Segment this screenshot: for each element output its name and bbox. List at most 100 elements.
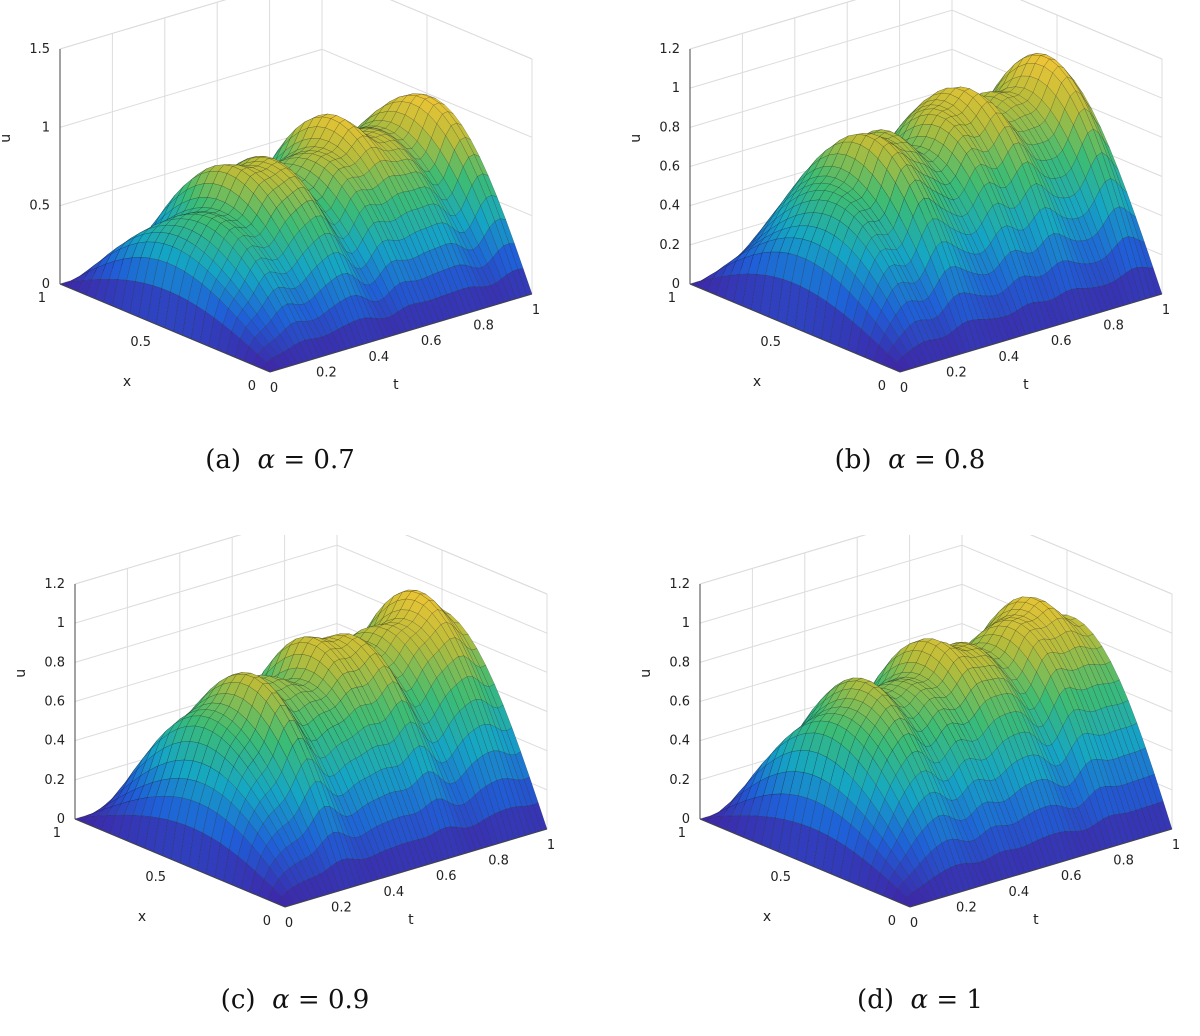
- surface-mesh: [699, 596, 1173, 908]
- caption-b: (b) α = 0.8: [780, 445, 1040, 475]
- surface-mesh: [74, 589, 548, 908]
- x-axis-label: x: [763, 909, 771, 925]
- u-axis-label: u: [630, 134, 644, 143]
- t-tick-label: 0.8: [473, 319, 494, 334]
- t-axis-line: [909, 828, 1173, 908]
- u-tick-label: 0: [57, 812, 65, 827]
- x-axis-line: [59, 283, 271, 373]
- caption-relation: =: [283, 445, 306, 475]
- t-tick-label: 0.2: [316, 365, 337, 380]
- caption-value: 0.9: [327, 985, 370, 1015]
- caption-value: 0.8: [944, 445, 986, 475]
- u-tick-label: 0.2: [659, 238, 680, 253]
- t-tick-label: 0: [910, 916, 918, 931]
- caption-label: (a): [205, 445, 241, 475]
- x-axis-line: [74, 818, 286, 908]
- u-axis-label: u: [640, 669, 654, 678]
- t-tick-label: 0.2: [331, 900, 352, 915]
- u-axis-label: u: [0, 134, 14, 143]
- t-tick-label: 0.6: [1061, 869, 1082, 884]
- caption-label: (b): [834, 445, 872, 475]
- u-tick-label: 0: [682, 812, 690, 827]
- t-tick-label: 1: [1162, 303, 1170, 318]
- surface-mesh: [59, 93, 533, 373]
- u-axis-label: u: [15, 669, 29, 678]
- caption-label: (c): [220, 985, 256, 1015]
- u-tick-label: 1.2: [669, 577, 690, 592]
- caption-relation: =: [936, 985, 959, 1015]
- caption-relation: =: [913, 445, 936, 475]
- u-tick-label: 0.6: [44, 695, 65, 710]
- t-axis-label: t: [1023, 377, 1029, 393]
- x-tick-label: 0.5: [130, 335, 151, 350]
- x-axis-label: x: [753, 374, 761, 390]
- u-tick-label: 0.4: [669, 734, 690, 749]
- caption-a: (a) α = 0.7: [150, 445, 410, 475]
- u-tick-label: 0.4: [659, 199, 680, 214]
- t-tick-label: 1: [1172, 838, 1180, 853]
- caption-symbol: α: [272, 985, 290, 1015]
- u-tick-label: 0.8: [44, 655, 65, 670]
- u-tick-label: 1.2: [659, 42, 680, 57]
- caption-value: 1: [966, 985, 983, 1015]
- u-tick-label: 0.6: [659, 160, 680, 175]
- u-tick-label: 0.4: [44, 734, 65, 749]
- x-tick-label: 1: [678, 826, 686, 841]
- t-tick-label: 0: [270, 381, 278, 396]
- t-tick-label: 0.4: [998, 350, 1019, 365]
- u-tick-label: 1: [682, 616, 690, 631]
- u-tick-label: 1: [42, 120, 50, 135]
- x-tick-label: 0: [888, 914, 896, 929]
- caption-value: 0.7: [313, 445, 355, 475]
- u-tick-label: 0: [672, 277, 680, 292]
- t-axis-label: t: [393, 377, 399, 393]
- axis-lines: [689, 49, 1163, 373]
- x-tick-label: 0.5: [770, 870, 791, 885]
- t-axis-label: t: [1033, 912, 1039, 928]
- t-tick-label: 1: [532, 303, 540, 318]
- u-tick-label: 1: [672, 81, 680, 96]
- x-tick-label: 0: [248, 379, 256, 394]
- caption-label: (d): [857, 985, 894, 1015]
- x-tick-label: 0: [878, 379, 886, 394]
- u-tick-label: 0.2: [669, 773, 690, 788]
- u-tick-label: 0.5: [29, 199, 50, 214]
- u-tick-label: 1.5: [29, 42, 50, 57]
- t-axis-line: [284, 828, 548, 908]
- u-tick-label: 0: [42, 277, 50, 292]
- t-tick-label: 0: [900, 381, 908, 396]
- t-tick-label: 0.6: [421, 334, 442, 349]
- t-tick-label: 0.2: [956, 900, 977, 915]
- caption-symbol: α: [910, 985, 929, 1015]
- x-tick-label: 1: [38, 291, 46, 306]
- u-tick-label: 0.6: [669, 695, 690, 710]
- t-axis-line: [269, 293, 533, 373]
- t-tick-label: 0.4: [1008, 885, 1029, 900]
- x-tick-label: 1: [53, 826, 61, 841]
- t-axis-line: [899, 293, 1163, 373]
- u-tick-label: 0.8: [669, 655, 690, 670]
- axis-lines: [74, 584, 548, 908]
- t-tick-label: 0: [285, 916, 293, 931]
- x-tick-label: 0.5: [760, 335, 781, 350]
- x-axis-line: [689, 283, 901, 373]
- t-tick-label: 1: [547, 838, 555, 853]
- x-axis-label: x: [123, 374, 131, 390]
- t-tick-label: 0.4: [383, 885, 404, 900]
- t-tick-label: 0.8: [1113, 854, 1134, 869]
- x-axis-line: [699, 818, 911, 908]
- t-tick-label: 0.8: [488, 854, 509, 869]
- caption-symbol: α: [257, 445, 276, 475]
- t-tick-label: 0.8: [1103, 319, 1124, 334]
- x-tick-label: 1: [668, 291, 676, 306]
- t-tick-label: 0.4: [368, 350, 389, 365]
